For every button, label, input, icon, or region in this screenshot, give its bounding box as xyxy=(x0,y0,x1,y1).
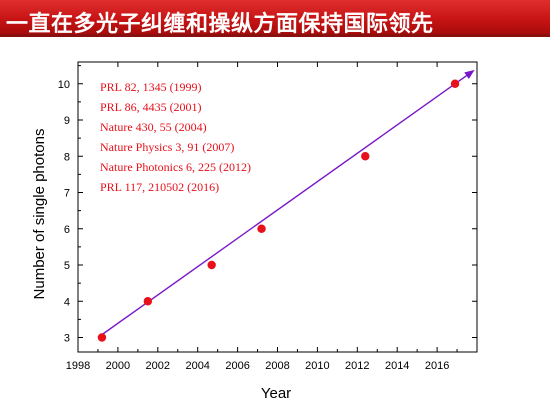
reference-annotation: PRL 86, 4435 (2001) xyxy=(100,100,202,114)
reference-annotation: PRL 117, 210502 (2016) xyxy=(100,180,219,194)
data-point xyxy=(97,333,107,342)
reference-annotation: PRL 82, 1345 (1999) xyxy=(100,80,202,94)
data-point xyxy=(450,79,460,88)
data-point xyxy=(361,152,370,161)
reference-annotation: Nature Photonics 6, 225 (2012) xyxy=(100,160,251,174)
data-point xyxy=(143,297,153,306)
x-tick-label: 2002 xyxy=(146,360,170,372)
fit-line-group xyxy=(97,69,475,339)
data-points xyxy=(97,79,460,342)
x-tick-label: 2008 xyxy=(265,360,289,372)
y-tick-label: 6 xyxy=(64,224,70,236)
y-tick-label: 3 xyxy=(64,333,70,345)
title-banner: 一直在多光子纠缠和操纵方面保持国际领先 xyxy=(0,0,550,37)
reference-annotations: PRL 82, 1345 (1999) PRL 86, 4435 (2001) Na… xyxy=(100,80,251,194)
x-tick-label: 1998 xyxy=(66,360,90,372)
x-tick-label: 2000 xyxy=(106,360,130,372)
slide-title: 一直在多光子纠缠和操纵方面保持国际领先 xyxy=(6,12,434,37)
y-tick-label: 7 xyxy=(64,188,70,200)
y-tick-label: 8 xyxy=(64,151,70,163)
x-tick-label: 2006 xyxy=(225,360,249,372)
y-tick-label: 9 xyxy=(64,115,70,127)
x-axis-label: Year xyxy=(261,385,291,402)
fit-line xyxy=(97,69,475,339)
x-tick-label: 2016 xyxy=(425,360,449,372)
x-tick-label: 2010 xyxy=(305,360,329,372)
x-tick-label: 2014 xyxy=(385,360,409,372)
y-axis-label: Number of single photons xyxy=(31,129,48,300)
chart-ticks: 1998 2000 2002 2004 2006 2008 2010 2012 2014 2016… xyxy=(58,62,477,372)
y-tick-label: 10 xyxy=(58,79,70,91)
data-point xyxy=(207,260,216,270)
reference-annotation: Nature Physics 3, 91 (2007) xyxy=(100,140,234,154)
y-tick-label: 5 xyxy=(64,260,70,272)
y-tick-label: 4 xyxy=(64,296,70,308)
x-tick-label: 2012 xyxy=(345,360,369,372)
x-tick-label: 2004 xyxy=(185,360,209,372)
data-point xyxy=(257,224,266,233)
reference-annotation: Nature 430, 55 (2004) xyxy=(100,120,207,134)
